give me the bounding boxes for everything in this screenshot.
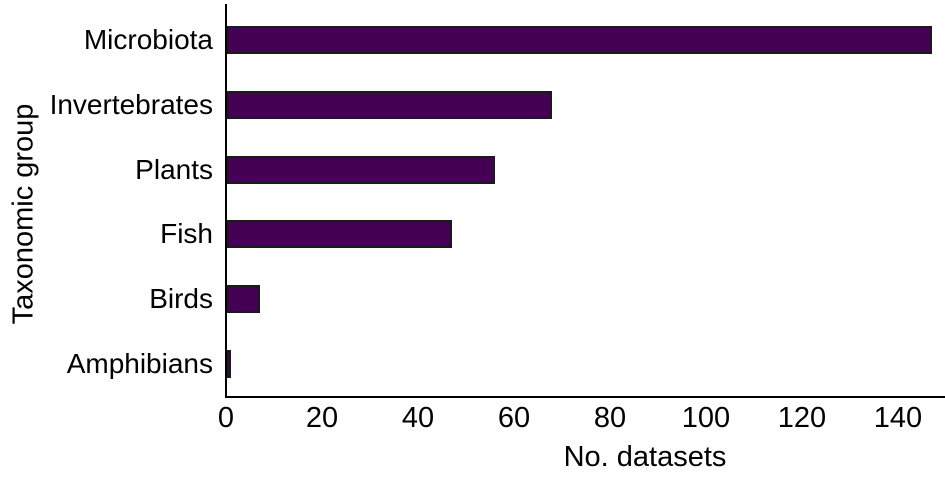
x-axis-title: No. datasets [563, 441, 727, 473]
bar-plants [226, 155, 495, 184]
x-tick-label-60: 60 [497, 402, 531, 434]
x-tick-label-20: 20 [305, 402, 339, 434]
x-axis-line [225, 396, 945, 398]
bar-invertebrates [226, 90, 553, 119]
x-tick-label-40: 40 [401, 402, 435, 434]
x-tick-label-80: 80 [593, 402, 627, 434]
y-axis-title: Taxonomic group [7, 103, 40, 325]
category-label-invertebrates: Invertebrates [49, 88, 213, 120]
y-axis-line [225, 4, 227, 398]
bar-fish [226, 220, 452, 249]
x-tick-label-100: 100 [681, 402, 731, 434]
x-tick-label-0: 0 [217, 402, 235, 434]
category-label-microbiota: Microbiota [83, 24, 213, 55]
category-label-plants: Plants [135, 153, 213, 185]
category-label-fish: Fish [160, 218, 213, 250]
bar-birds [226, 285, 260, 314]
bar-microbiota [226, 26, 932, 54]
x-tick-label-120: 120 [777, 402, 827, 434]
category-label-amphibians: Amphibians [66, 348, 213, 379]
category-label-birds: Birds [149, 283, 213, 315]
x-tick-label-140: 140 [873, 402, 923, 434]
